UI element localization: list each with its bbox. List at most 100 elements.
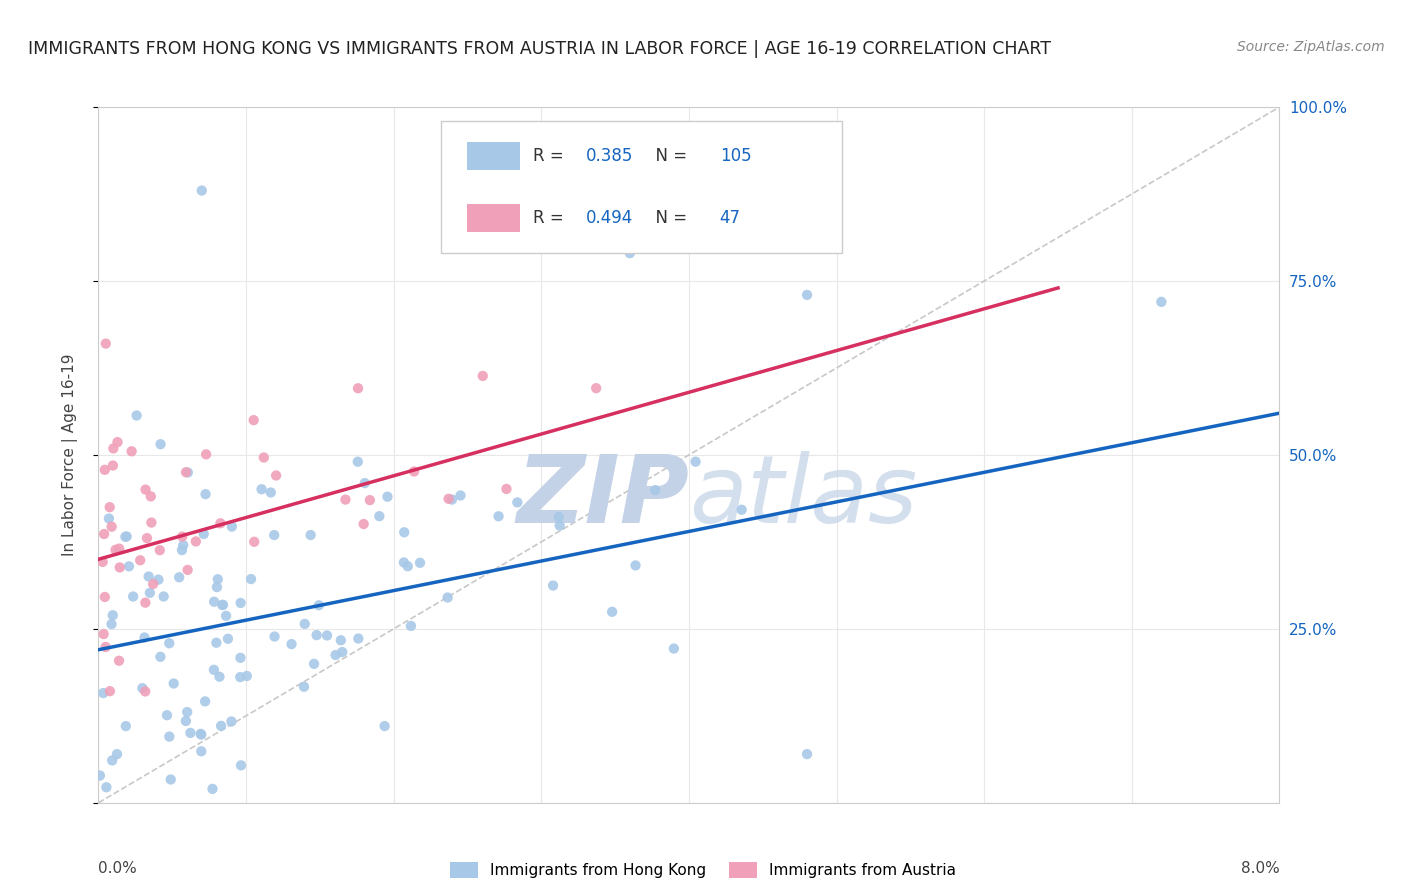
Point (392, 525, 415, 540)
Point (149, 649, 172, 664)
Point (135, 483, 157, 497)
Point (98, 500, 121, 515)
Point (495, 482, 517, 496)
Point (440, 492, 463, 507)
Point (172, 538, 194, 552)
Point (134, 684, 156, 698)
Point (250, 482, 273, 496)
Point (152, 590, 174, 604)
Point (264, 468, 287, 483)
Point (305, 628, 328, 642)
Point (685, 455, 707, 469)
Point (149, 543, 172, 558)
Point (229, 758, 252, 772)
Point (97, 511, 120, 525)
Point (149, 437, 172, 451)
Point (172, 530, 194, 544)
Point (1150, 294, 1173, 309)
Point (589, 225, 612, 239)
Point (104, 542, 127, 557)
Point (176, 563, 198, 577)
Point (215, 608, 238, 623)
Point (118, 559, 141, 574)
Point (100, 617, 122, 632)
Point (179, 726, 201, 740)
Point (335, 492, 357, 507)
Point (316, 628, 339, 642)
Point (208, 670, 231, 684)
Point (94, 590, 117, 604)
Point (194, 694, 217, 708)
Point (193, 527, 215, 541)
Point (600, 605, 623, 619)
Text: 8.0%: 8.0% (1240, 861, 1279, 876)
Text: 47: 47 (720, 210, 741, 227)
Point (302, 657, 325, 671)
Point (184, 534, 207, 549)
Point (176, 705, 198, 719)
Point (108, 654, 131, 668)
Point (377, 490, 399, 504)
Point (202, 663, 225, 677)
Point (105, 747, 128, 761)
Point (191, 184, 214, 198)
Point (229, 650, 252, 665)
Point (236, 669, 259, 683)
Text: ZIP: ZIP (516, 450, 689, 542)
Point (157, 730, 180, 744)
Point (89, 768, 111, 782)
Y-axis label: In Labor Force | Age 16-19: In Labor Force | Age 16-19 (62, 353, 77, 557)
Text: 0.0%: 0.0% (98, 861, 138, 876)
Point (346, 455, 368, 469)
Point (101, 608, 124, 623)
Text: IMMIGRANTS FROM HONG KONG VS IMMIGRANTS FROM AUSTRIA IN LABOR FORCE | AGE 16-19 : IMMIGRANTS FROM HONG KONG VS IMMIGRANTS … (28, 40, 1052, 58)
Point (253, 450, 276, 465)
Point (148, 573, 170, 587)
Text: atlas: atlas (689, 451, 917, 542)
Point (93, 527, 115, 541)
Text: R =: R = (533, 210, 569, 227)
Point (108, 541, 131, 556)
Bar (467, 204, 520, 232)
Point (205, 580, 228, 594)
Point (240, 572, 263, 586)
Point (263, 630, 285, 644)
Point (368, 509, 391, 524)
Point (308, 599, 330, 613)
Point (202, 595, 225, 609)
Point (103, 442, 125, 456)
Point (260, 485, 283, 500)
Point (229, 670, 252, 684)
Point (94, 640, 117, 654)
Point (170, 543, 193, 558)
Point (619, 246, 641, 260)
Point (139, 586, 162, 600)
Point (136, 531, 159, 545)
Point (280, 637, 302, 651)
Point (93, 627, 115, 641)
Point (129, 553, 152, 567)
Point (662, 641, 685, 656)
Point (91, 686, 114, 700)
Point (190, 728, 212, 742)
Point (221, 714, 243, 729)
Point (359, 493, 381, 508)
Point (325, 648, 347, 662)
Point (409, 556, 432, 570)
Point (122, 590, 145, 604)
Text: 0.385: 0.385 (586, 147, 634, 165)
Point (212, 598, 235, 612)
Point (94, 336, 117, 351)
Point (644, 483, 666, 497)
Point (211, 598, 233, 612)
Point (392, 556, 415, 570)
Point (131, 681, 153, 696)
Point (330, 645, 353, 659)
Point (471, 368, 494, 383)
Point (100, 519, 122, 533)
Point (157, 636, 180, 650)
Point (292, 680, 315, 694)
Point (195, 447, 218, 461)
Point (101, 753, 124, 767)
Point (134, 631, 156, 645)
